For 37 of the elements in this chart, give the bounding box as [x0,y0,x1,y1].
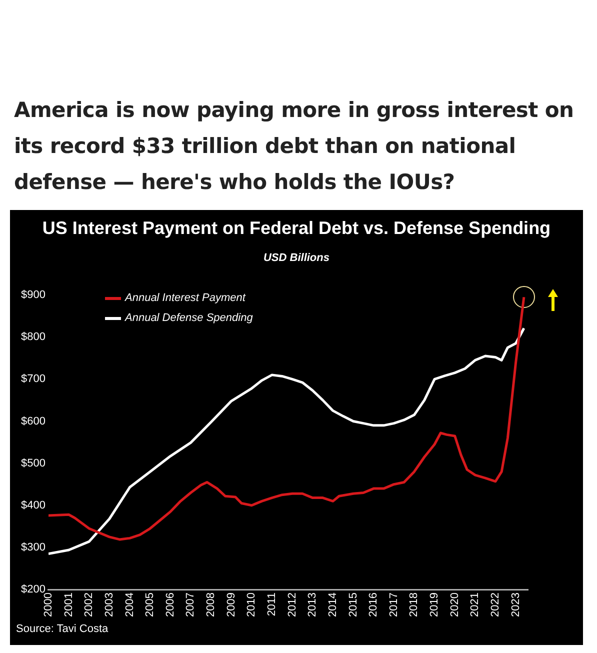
x-tick-label: 2004 [124,592,136,618]
x-tick-label: 2005 [144,592,156,618]
x-tick-label: 2021 [469,592,482,618]
x-tick-label: 2011 [266,592,278,616]
x-tick-label: 2012 [286,592,298,618]
x-tick-label: 2016 [368,592,380,618]
x-tick-label: 2014 [326,592,339,618]
y-tick-label: $300 [20,541,46,554]
x-tick-label: 2013 [306,592,319,618]
x-tick-label: 2002 [83,592,96,618]
x-tick-label: 2008 [205,592,218,618]
y-tick-label: $800 [20,331,46,344]
x-tick-label: 2019 [428,592,441,618]
y-tick-label: $400 [20,499,46,512]
source-note: Source: Tavi Costa [16,623,108,635]
legend-label: Annual Interest Payment [125,292,246,304]
legend-label: Annual Defense Spending [125,312,253,324]
x-tick-label: 2003 [103,592,116,618]
x-tick-label: 2001 [62,592,75,618]
x-tick-label: 2023 [510,592,522,618]
x-tick-label: 2015 [347,592,360,618]
x-tick-label: 2022 [490,592,502,618]
x-tick-label: 2020 [448,592,461,618]
y-tick-label: $500 [20,457,46,470]
y-tick-label: $900 [20,289,46,302]
x-tick-label: 2018 [408,592,420,618]
y-tick-label: $700 [20,373,46,386]
text: America is now paying more in gross interest on its record $33 trillion debt than on national defense — here's who holds the IOUs? [14,97,575,196]
chart-subtitle: USD Billions [262,252,330,264]
x-tick-label: 2010 [246,592,258,618]
x-tick-label: 2006 [164,592,176,618]
x-tick-label: 2009 [225,592,238,618]
x-tick-label: 2000 [42,592,54,618]
x-tick-label: 2007 [184,592,197,618]
chart-title: US Interest Payment on Federal Debt vs. Defense Spending [41,218,552,239]
x-tick-label: 2017 [388,592,400,618]
y-tick-label: $600 [20,415,46,428]
